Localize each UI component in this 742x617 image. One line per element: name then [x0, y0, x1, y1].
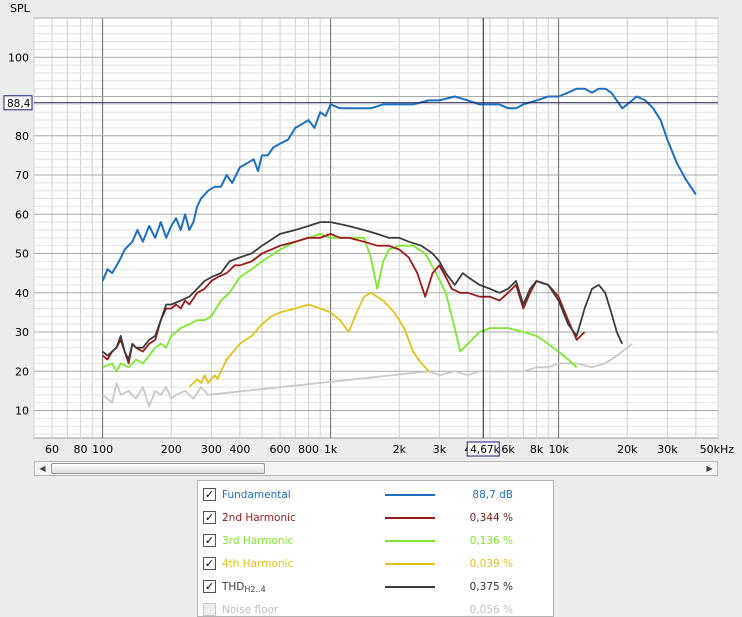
x-tick-label: 1k: [324, 443, 338, 456]
x-tick-label: 6k: [501, 443, 515, 456]
y-tick-label: 30: [15, 326, 29, 339]
y-tick-label: 100: [8, 51, 29, 64]
legend-series-name: 4th Harmonic: [222, 558, 293, 570]
legend-series-name: Fundamental: [222, 489, 291, 501]
legend-color-swatch: [385, 586, 435, 588]
legend-series-name: Noise floor: [222, 604, 278, 616]
y-tick-label: 50: [15, 248, 29, 261]
cursor-y-readout-box: [3, 95, 33, 111]
legend-color-swatch: [385, 517, 435, 519]
legend-series-name-subscript: H2..4: [244, 585, 266, 594]
legend-checkbox[interactable]: ✓: [203, 534, 216, 547]
cursor-readouts: 88,4 4,67k: [3, 95, 501, 457]
legend-series-value: 88,7 dB: [472, 489, 513, 501]
legend-series-value: 0,136 %: [469, 535, 513, 547]
legend-panel: ✓ Fundamental 88,7 dB ✓ 2nd Harmonic 0,344 % ✓…: [197, 480, 554, 617]
cursor-x-readout-box: [466, 441, 500, 457]
scroll-left-arrow-icon[interactable]: ◀: [39, 464, 46, 473]
legend-series-value: 0,344 %: [469, 512, 513, 524]
legend-series-name-text: Noise floor: [222, 604, 279, 616]
x-tick-label: 200: [161, 443, 182, 456]
legend-series-name-text: 4th Harmonic: [222, 558, 294, 570]
legend-row[interactable]: ✓ 4th Harmonic 0,039 %: [198, 553, 553, 576]
x-tick-label: 3k: [433, 443, 447, 456]
x-tick-label: 10k: [548, 443, 569, 456]
x-tick-label: 60: [45, 443, 59, 456]
legend-row[interactable]: ✓ Noise floor 0,056 %: [198, 599, 553, 617]
x-tick-labels: 60801002003004006008001k2k3k46k8k10k20k3…: [45, 443, 734, 456]
y-tick-label: 40: [15, 287, 29, 300]
x-tick-label: 80: [74, 443, 88, 456]
horizontal-scrollbar[interactable]: ◀ ▶: [34, 461, 718, 476]
legend-series-value: 0,375 %: [469, 581, 513, 593]
legend-color-swatch: [385, 494, 435, 496]
legend-color-swatch: [385, 563, 435, 565]
y-tick-labels: 10 20 30 40 50 60 70 80 100: [8, 51, 29, 417]
series-line-4th-harmonic: [188, 291, 430, 388]
x-tick-label: 300: [201, 443, 222, 456]
series-line-3rd-harmonic: [102, 233, 578, 373]
x-tick-label: 100: [92, 443, 113, 456]
x-tick-label: 30k: [657, 443, 678, 456]
legend-series-name-text: 3rd Harmonic: [222, 535, 294, 547]
legend-series-name-text: THD: [222, 581, 245, 593]
x-tick-label: 800: [298, 443, 319, 456]
y-tick-label: 70: [15, 169, 29, 182]
x-tick-label: 400: [229, 443, 250, 456]
legend-series-name: 3rd Harmonic: [222, 535, 293, 547]
minor-grid: [33, 18, 719, 438]
legend-series-name: 2nd Harmonic: [222, 512, 296, 524]
legend-checkbox[interactable]: ✓: [203, 580, 216, 593]
scrollbar-thumb[interactable]: [51, 463, 265, 474]
y-tick-label: 80: [15, 130, 29, 143]
legend-checkbox[interactable]: ✓: [203, 511, 216, 524]
cursor-y-readout: 88,4: [7, 98, 31, 110]
legend-series-name-text: 2nd Harmonic: [222, 512, 296, 524]
x-tick-label: 20k: [617, 443, 638, 456]
series-line-fundamental: [101, 87, 697, 282]
frequency-response-chart[interactable]: SPL 10 20 30 40 50 60 70 80 100 60 80 100 200 300 400…: [0, 0, 742, 460]
y-tick-label: 10: [15, 405, 29, 418]
scroll-right-arrow-icon[interactable]: ▶: [706, 464, 713, 473]
y-tick-label: 60: [15, 208, 29, 221]
x-tick-label: 600: [270, 443, 291, 456]
legend-row[interactable]: ✓ 3rd Harmonic 0,136 %: [198, 530, 553, 553]
legend-row[interactable]: ✓ 2nd Harmonic 0,344 %: [198, 507, 553, 530]
x-tick-label: 8k: [530, 443, 544, 456]
series-line-2nd-harmonic: [102, 233, 586, 365]
cursor-x-readout: 4,67k: [470, 444, 500, 456]
x-tick-label: 2k: [393, 443, 407, 456]
x-tick-label: 50kHz: [700, 443, 735, 456]
legend-row[interactable]: ✓ THDH2..4 0,375 %: [198, 576, 553, 599]
legend-checkbox[interactable]: ✓: [203, 603, 216, 616]
legend-checkbox[interactable]: ✓: [203, 488, 216, 501]
legend-series-name-text: Fundamental: [222, 489, 291, 501]
y-tick-label: 20: [15, 365, 29, 378]
y-axis-label: SPL: [10, 2, 31, 15]
cursor-crosshair[interactable]: [34, 18, 718, 438]
legend-series-value: 0,056 %: [469, 604, 513, 616]
legend-color-swatch: [385, 540, 435, 542]
major-grid: [34, 17, 718, 438]
series-line-thd: [102, 221, 624, 361]
legend-checkbox[interactable]: ✓: [203, 557, 216, 570]
legend-row[interactable]: ✓ Fundamental 88,7 dB: [198, 484, 553, 507]
series-layer: [101, 87, 697, 408]
legend-series-name: THDH2..4: [222, 581, 266, 594]
legend-series-value: 0,039 %: [469, 558, 513, 570]
